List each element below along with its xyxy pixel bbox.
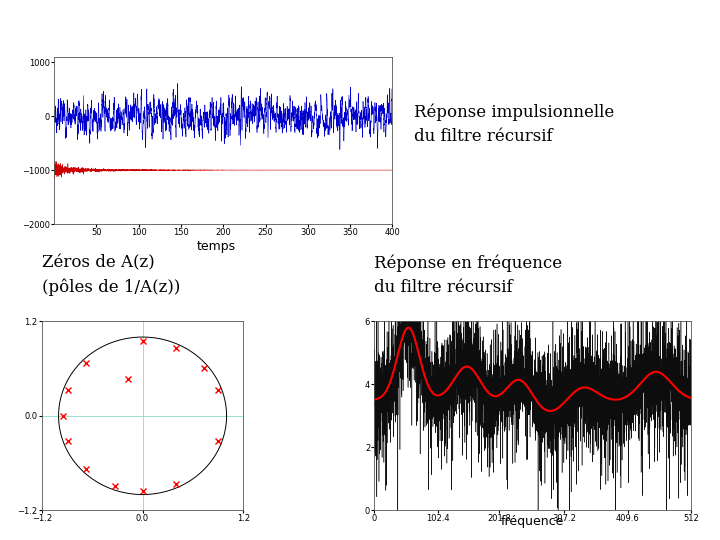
Text: Zéros de A(z)
(pôles de 1/A(z)): Zéros de A(z) (pôles de 1/A(z)): [42, 255, 180, 296]
Text: fréquence: fréquence: [501, 515, 564, 528]
Text: Réponse impulsionnelle
du filtre récursif: Réponse impulsionnelle du filtre récursi…: [414, 104, 614, 145]
Text: Réponse en fréquence
du filtre récursif: Réponse en fréquence du filtre récursif: [374, 255, 562, 296]
Text: temps: temps: [197, 240, 235, 253]
